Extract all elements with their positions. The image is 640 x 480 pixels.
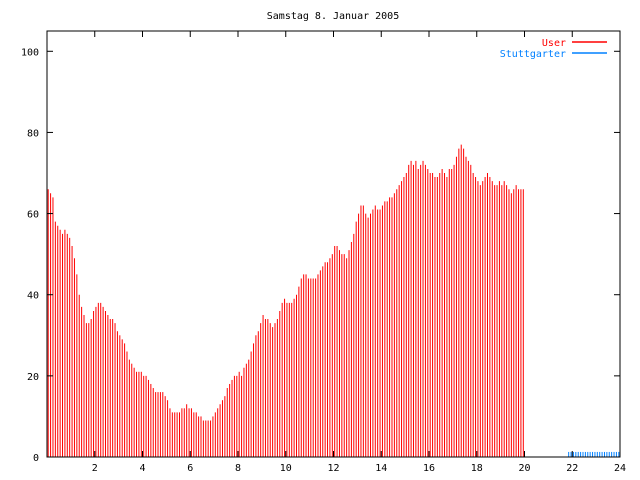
x-tick-label: 6 [187,463,193,474]
legend-user-label: User [542,38,566,49]
legend-stuttgarter-label: Stuttgarter [500,49,566,60]
x-tick-label: 18 [471,463,483,474]
x-tick-label: 4 [139,463,145,474]
y-tick-label: 80 [27,128,39,139]
x-tick-label: 20 [518,463,530,474]
y-tick-label: 60 [27,210,39,221]
x-axis: 2 4 6 8 10 12 14 16 18 20 22 24 [92,31,626,474]
legend: User Stuttgarter [500,38,607,60]
x-tick-label: 16 [423,463,435,474]
x-tick-label: 22 [566,463,578,474]
y-tick-label: 100 [21,47,39,58]
x-tick-label: 12 [327,463,339,474]
y-tick-label: 0 [33,453,39,464]
y-tick-label: 40 [27,291,39,302]
x-tick-label: 24 [614,463,626,474]
plot-frame [46,30,621,458]
y-axis: 0 20 40 60 80 100 [21,47,620,464]
y-tick-label: 20 [27,372,39,383]
stuttgarter-series [568,451,620,457]
x-tick-label: 8 [235,463,241,474]
x-tick-label: 2 [92,463,98,474]
user-series [47,144,524,457]
x-tick-label: 10 [280,463,292,474]
x-tick-label: 14 [375,463,387,474]
chart-title: Samstag 8. Januar 2005 [267,11,399,22]
